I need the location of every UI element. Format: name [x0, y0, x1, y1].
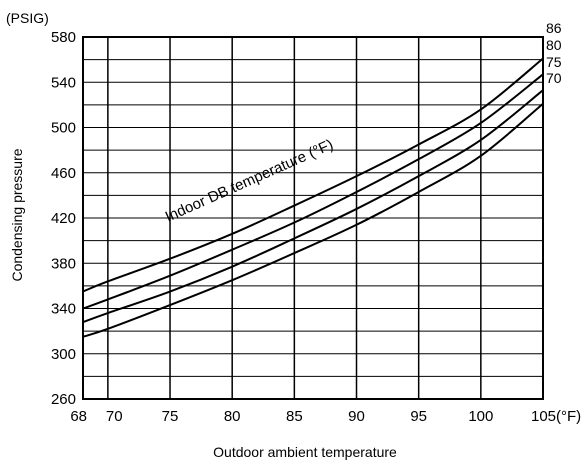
- x-tick-label: 80: [224, 408, 241, 425]
- x-tick-label: 75: [162, 408, 179, 425]
- y-tick-label: 540: [51, 74, 76, 91]
- y-tick-label: 380: [51, 255, 76, 272]
- series-label-70: 70: [546, 70, 562, 86]
- x-tick-label: 95: [410, 408, 427, 425]
- series-label-75: 75: [546, 54, 562, 70]
- y-unit-label: (PSIG): [6, 10, 49, 26]
- y-tick-label: 460: [51, 165, 76, 182]
- x-tick-label: 70: [106, 408, 123, 425]
- y-axis-label: Condensing pressure: [9, 148, 25, 281]
- series-label-86: 86: [546, 20, 562, 36]
- series-line-80: [82, 73, 544, 310]
- y-tick-label: 580: [51, 29, 76, 46]
- x-tick-label: 105(°F): [531, 408, 581, 425]
- x-tick-label: 85: [286, 408, 303, 425]
- y-tick-label: 500: [51, 120, 76, 137]
- y-tick-label: 340: [51, 301, 76, 318]
- series-label-80: 80: [546, 37, 562, 53]
- series-layer: [82, 57, 544, 338]
- y-tick-label: 260: [51, 391, 76, 408]
- series-line-75: [82, 89, 544, 324]
- series-line-70: [82, 102, 544, 338]
- x-tick-label: 90: [348, 408, 365, 425]
- y-axis-ticks: 260 300 340 380 420 460 500 540 580: [51, 29, 76, 408]
- y-tick-label: 300: [51, 346, 76, 363]
- x-axis-ticks: 68 70 75 80 85 90 95 100 105(°F): [70, 408, 581, 425]
- series-line-86: [82, 57, 544, 293]
- x-axis-label: Outdoor ambient temperature: [213, 444, 397, 460]
- x-tick-label: 68: [70, 408, 87, 425]
- indoor-db-annotation: Indoor DB temperature (°F): [163, 136, 336, 226]
- y-tick-label: 420: [51, 210, 76, 227]
- grid: [82, 36, 544, 400]
- x-tick-label: 100: [468, 408, 493, 425]
